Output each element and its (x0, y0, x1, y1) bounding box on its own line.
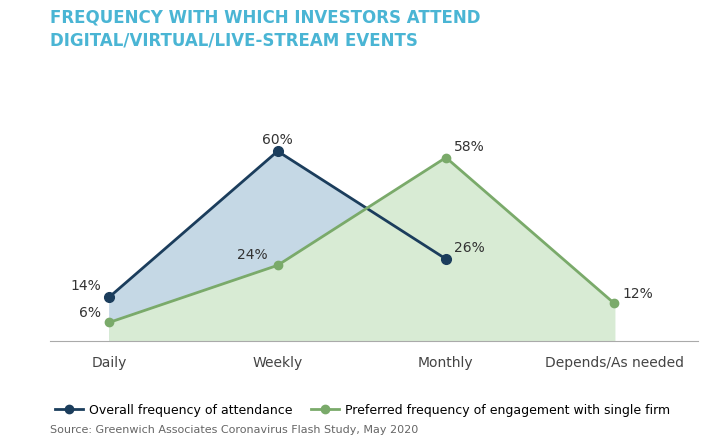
Text: 58%: 58% (454, 139, 485, 153)
Text: 26%: 26% (454, 240, 485, 254)
Text: 6%: 6% (79, 306, 101, 319)
Legend: Overall frequency of attendance, Preferred frequency of engagement with single f: Overall frequency of attendance, Preferr… (50, 398, 675, 421)
Text: 60%: 60% (262, 133, 293, 147)
Text: Source: Greenwich Associates Coronavirus Flash Study, May 2020: Source: Greenwich Associates Coronavirus… (50, 424, 418, 434)
Text: 12%: 12% (623, 286, 654, 300)
Text: 24%: 24% (237, 247, 268, 261)
Text: 14%: 14% (70, 279, 101, 293)
Text: FREQUENCY WITH WHICH INVESTORS ATTEND
DIGITAL/VIRTUAL/LIVE-STREAM EVENTS: FREQUENCY WITH WHICH INVESTORS ATTEND DI… (50, 9, 481, 49)
